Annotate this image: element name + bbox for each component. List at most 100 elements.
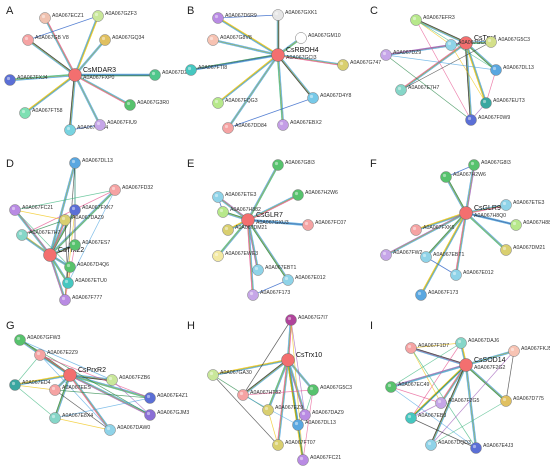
- protein-node[interactable]: [109, 184, 121, 196]
- protein-node[interactable]: [92, 10, 104, 22]
- hub-node[interactable]: [459, 358, 473, 372]
- protein-node[interactable]: [62, 277, 74, 289]
- hub-node[interactable]: [281, 353, 295, 367]
- protein-node[interactable]: [405, 342, 417, 354]
- protein-node[interactable]: [410, 224, 422, 236]
- protein-node[interactable]: [222, 224, 234, 236]
- protein-node[interactable]: [64, 124, 76, 136]
- protein-node[interactable]: [59, 294, 71, 306]
- protein-node[interactable]: [450, 269, 462, 281]
- protein-node[interactable]: [144, 409, 156, 421]
- protein-node[interactable]: [465, 114, 477, 126]
- protein-node[interactable]: [262, 404, 274, 416]
- hub-node[interactable]: [459, 206, 473, 220]
- hub-node[interactable]: [459, 36, 473, 50]
- protein-node[interactable]: [212, 250, 224, 262]
- hub-node[interactable]: [43, 248, 57, 262]
- protein-node[interactable]: [307, 384, 319, 396]
- protein-node[interactable]: [49, 384, 61, 396]
- protein-node[interactable]: [337, 59, 349, 71]
- protein-node[interactable]: [272, 159, 284, 171]
- hub-node[interactable]: [63, 368, 77, 382]
- protein-node[interactable]: [510, 219, 522, 231]
- network-edge: [54, 389, 111, 431]
- protein-node[interactable]: [64, 261, 76, 273]
- protein-node[interactable]: [19, 107, 31, 119]
- protein-node[interactable]: [455, 337, 467, 349]
- protein-node[interactable]: [237, 389, 249, 401]
- protein-node[interactable]: [410, 14, 422, 26]
- node-highlight: [274, 11, 279, 16]
- protein-node[interactable]: [4, 74, 16, 86]
- protein-node[interactable]: [297, 454, 309, 466]
- hub-node[interactable]: [241, 213, 255, 227]
- protein-node[interactable]: [480, 97, 492, 109]
- protein-node[interactable]: [485, 36, 497, 48]
- protein-node[interactable]: [415, 289, 427, 301]
- protein-node[interactable]: [470, 442, 482, 454]
- protein-node[interactable]: [295, 32, 307, 44]
- protein-node[interactable]: [185, 64, 197, 76]
- protein-node[interactable]: [252, 264, 264, 276]
- protein-node[interactable]: [277, 119, 289, 131]
- protein-node[interactable]: [307, 92, 319, 104]
- protein-node[interactable]: [302, 219, 314, 231]
- protein-node[interactable]: [500, 199, 512, 211]
- protein-node[interactable]: [49, 412, 61, 424]
- protein-node[interactable]: [380, 249, 392, 261]
- protein-node[interactable]: [207, 34, 219, 46]
- protein-node[interactable]: [435, 397, 447, 409]
- protein-node[interactable]: [99, 34, 111, 46]
- protein-node[interactable]: [34, 349, 46, 361]
- protein-node[interactable]: [395, 84, 407, 96]
- protein-node[interactable]: [380, 49, 392, 61]
- protein-node[interactable]: [39, 12, 51, 24]
- protein-node[interactable]: [16, 229, 28, 241]
- protein-node[interactable]: [212, 97, 224, 109]
- protein-node[interactable]: [217, 206, 229, 218]
- protein-node[interactable]: [508, 345, 520, 357]
- hub-node[interactable]: [68, 68, 82, 82]
- protein-node[interactable]: [500, 395, 512, 407]
- protein-node[interactable]: [490, 64, 502, 76]
- protein-node[interactable]: [272, 9, 284, 21]
- protein-node[interactable]: [282, 274, 294, 286]
- network-edge: [27, 40, 75, 76]
- protein-node[interactable]: [285, 314, 297, 326]
- protein-node[interactable]: [425, 439, 437, 451]
- protein-node[interactable]: [106, 374, 118, 386]
- protein-node[interactable]: [149, 69, 161, 81]
- protein-node[interactable]: [500, 244, 512, 256]
- protein-node[interactable]: [9, 204, 21, 216]
- protein-node[interactable]: [292, 189, 304, 201]
- protein-node[interactable]: [420, 251, 432, 263]
- protein-node[interactable]: [292, 419, 304, 431]
- protein-node[interactable]: [212, 12, 224, 24]
- protein-node[interactable]: [124, 99, 136, 111]
- protein-node[interactable]: [247, 289, 259, 301]
- protein-node[interactable]: [405, 412, 417, 424]
- protein-node[interactable]: [69, 204, 81, 216]
- protein-node[interactable]: [272, 439, 284, 451]
- protein-node[interactable]: [212, 191, 224, 203]
- protein-node[interactable]: [144, 392, 156, 404]
- protein-node[interactable]: [468, 159, 480, 171]
- protein-node[interactable]: [94, 119, 106, 131]
- protein-node[interactable]: [385, 381, 397, 393]
- protein-node[interactable]: [445, 39, 457, 51]
- protein-node[interactable]: [69, 157, 81, 169]
- protein-node[interactable]: [14, 334, 26, 346]
- protein-node[interactable]: [22, 34, 34, 46]
- hub-node[interactable]: [271, 48, 285, 62]
- protein-node[interactable]: [69, 239, 81, 251]
- protein-node[interactable]: [104, 424, 116, 436]
- hub-label: CsTrx10: [296, 352, 322, 359]
- node-highlight: [437, 399, 442, 404]
- protein-node[interactable]: [222, 122, 234, 134]
- protein-node[interactable]: [9, 379, 21, 391]
- protein-node[interactable]: [440, 171, 452, 183]
- protein-node[interactable]: [59, 214, 71, 226]
- protein-node[interactable]: [299, 409, 311, 421]
- network-edge: [420, 212, 467, 296]
- protein-node[interactable]: [207, 369, 219, 381]
